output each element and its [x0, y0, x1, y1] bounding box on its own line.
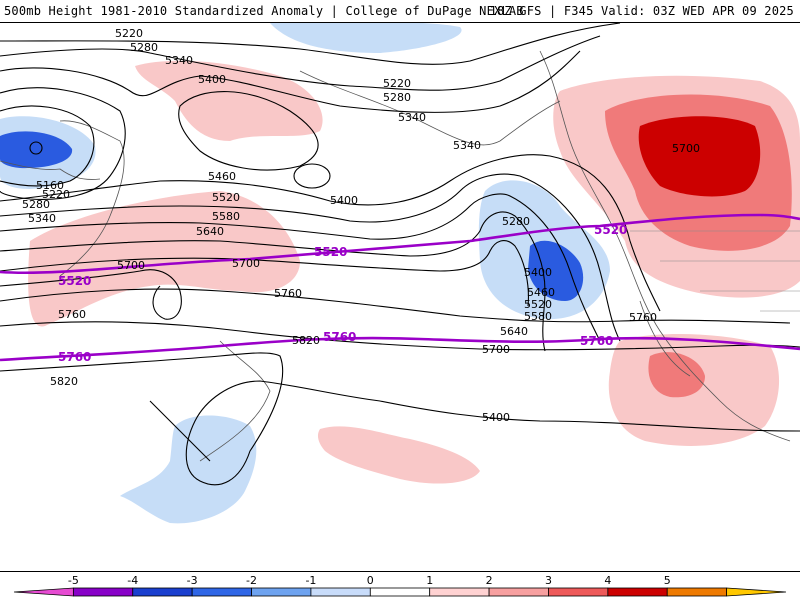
colorbar-swatch	[132, 587, 193, 597]
colorbar-swatch	[369, 587, 431, 597]
colorbar-swatch	[666, 587, 728, 597]
colorbar-swatch	[488, 587, 549, 597]
colorbar-tick-label: 2	[486, 574, 493, 587]
contour-label: 5520	[524, 298, 552, 311]
contour-label: 5220	[42, 188, 70, 201]
colorbar-swatch	[310, 587, 371, 597]
colorbar-swatch	[72, 587, 134, 597]
coastlines	[0, 50, 800, 462]
colorbar-tick-label: -4	[127, 574, 138, 587]
colorbar-tick-label: 0	[367, 574, 374, 587]
highlight-label: 5760	[580, 334, 613, 348]
contour-label: 5520	[212, 191, 240, 204]
contour-label: 5760	[629, 311, 657, 324]
contour-label: 5160	[36, 179, 64, 192]
contour-label: 5700	[482, 343, 510, 356]
map-header: 500mb Height 1981-2010 Standardized Anom…	[0, 0, 800, 22]
neg-anomaly-west-core	[0, 131, 73, 169]
colorbar: -5 -4 -3 -2 -1 0 1 2 3 4 5	[0, 572, 800, 600]
map-panel: 5220 5280 5340 5400 5220 5280 5340 5340 …	[0, 22, 800, 572]
contour-label: 5460	[208, 170, 236, 183]
colorbar-swatch	[429, 587, 490, 597]
contour-label: 5340	[165, 54, 193, 67]
colorbar-tick-label: -5	[68, 574, 79, 587]
contour-label: 5700	[232, 257, 260, 270]
colorbar-swatch	[607, 587, 668, 597]
contour-label: 5760	[274, 287, 302, 300]
highlight-contours	[0, 213, 800, 362]
colorbar-swatch	[13, 587, 74, 597]
contour-label: 5640	[196, 225, 224, 238]
contour-label: 5580	[212, 210, 240, 223]
contour-label: 5400	[482, 411, 510, 424]
colorbar-tick-label: 5	[664, 574, 671, 587]
contour-label: 5820	[50, 375, 78, 388]
highlight-label-west: 5520	[594, 223, 627, 237]
contour-label: 5280	[383, 91, 411, 104]
colorbar-tick-label: 3	[545, 574, 552, 587]
highlight-labels: 5520 5520 5760 5760 5760	[58, 245, 613, 364]
contour-label: 5640	[500, 325, 528, 338]
contour-label: 5700	[117, 259, 145, 272]
contour-label: 5400	[524, 266, 552, 279]
colorbar-tick-label: -2	[246, 574, 257, 587]
colorbar-tick-label: 1	[426, 574, 433, 587]
highlight-label: 5520	[314, 245, 347, 259]
colorbar-swatch	[251, 587, 312, 597]
contour-label: 5220	[383, 77, 411, 90]
highlight-label: 5760	[323, 330, 356, 344]
contour-label: 5340	[398, 111, 426, 124]
pos-anomaly-hawaii	[317, 426, 480, 484]
colorbar-swatch	[548, 587, 609, 597]
contour-label: 5760	[58, 308, 86, 321]
colorbar-swatch	[726, 587, 787, 597]
neg-anomaly-top	[270, 23, 462, 53]
highlight-label: 5760	[58, 350, 91, 364]
colorbar-tick-label: -1	[305, 574, 316, 587]
pos-anomaly-mexico-core	[648, 352, 705, 398]
neg-anomaly-south	[120, 415, 257, 524]
model-valid-time: 18Z GFS | F345 Valid: 03Z WED APR 09 202…	[489, 4, 794, 18]
neg-anomaly-pacific-core	[528, 240, 584, 301]
contour-label: 5340	[28, 212, 56, 225]
contour-label: 5580	[524, 310, 552, 323]
colorbar-ticks: -5 -4 -3 -2 -1 0 1 2 3 4 5	[68, 574, 671, 587]
contour-label: 5280	[22, 198, 50, 211]
colorbar-tick-label: -3	[187, 574, 198, 587]
map-title: 500mb Height 1981-2010 Standardized Anom…	[4, 4, 524, 18]
contour-label: 5460	[527, 286, 555, 299]
contour-label: 5400	[198, 73, 226, 86]
pos-anomaly-north-pacific	[135, 60, 323, 141]
contour-label: 5280	[502, 215, 530, 228]
contour-label: 5820	[292, 334, 320, 347]
contour-label: 5280	[130, 41, 158, 54]
highlight-label: 5520	[58, 274, 91, 288]
colorbar-swatch	[191, 587, 252, 597]
contour-label: 5340	[453, 139, 481, 152]
colorbar-swatches	[13, 587, 787, 597]
pos-anomaly-west-coast-core	[638, 116, 761, 197]
contour-label: 5220	[115, 27, 143, 40]
contour-label: 5400	[330, 194, 358, 207]
colorbar-tick-label: 4	[604, 574, 611, 587]
contour-label: 5700	[672, 142, 700, 155]
contour-labels: 5220 5280 5340 5400 5220 5280 5340 5340 …	[22, 27, 700, 424]
